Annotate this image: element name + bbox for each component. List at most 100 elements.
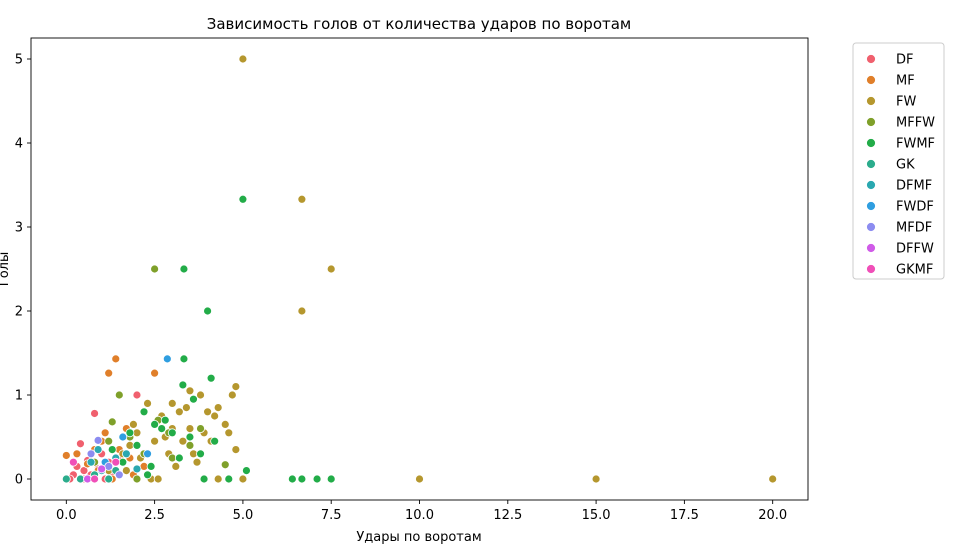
- legend-label: DFMF: [896, 179, 932, 194]
- legend-item: FWMF: [866, 137, 935, 152]
- data-point: [86, 457, 96, 467]
- legend-item: MFFW: [866, 116, 935, 131]
- data-point: [90, 409, 99, 418]
- y-axis-ticks: 0 1 2 3 4 5: [15, 53, 31, 488]
- legend-label: FWMF: [896, 137, 935, 152]
- data-point: [203, 306, 212, 316]
- y-tick-label: 4: [15, 137, 23, 152]
- legend-label: MF: [896, 74, 915, 89]
- x-tick-label: 5.0: [233, 508, 254, 523]
- data-point: [125, 428, 135, 438]
- data-point: [189, 394, 198, 404]
- legend-item: MFDF: [866, 221, 932, 236]
- data-point: [297, 306, 307, 316]
- data-point: [162, 354, 172, 364]
- legend-label: MFFW: [896, 116, 935, 131]
- legend-item: DF: [866, 53, 914, 68]
- data-point: [111, 457, 121, 467]
- legend-marker: [866, 264, 876, 274]
- legend-item: DFFW: [866, 242, 934, 257]
- data-point: [210, 436, 220, 446]
- legend-item: GK: [866, 158, 915, 173]
- plot-area: [30, 37, 809, 501]
- data-point: [210, 411, 220, 421]
- data-point: [185, 440, 195, 450]
- x-axis-label: Удары по воротам: [356, 530, 481, 545]
- data-point: [157, 424, 167, 434]
- y-axis-label: Голы: [0, 252, 12, 286]
- data-point: [220, 460, 230, 470]
- data-point: [179, 264, 189, 274]
- data-point: [129, 419, 138, 429]
- legend-label: DFFW: [896, 242, 934, 257]
- data-point: [93, 445, 103, 455]
- data-point: [90, 474, 99, 484]
- y-tick-label: 2: [15, 305, 23, 320]
- data-point: [179, 354, 189, 364]
- legend-item: GKMF: [866, 263, 933, 278]
- data-point: [143, 449, 152, 459]
- legend-marker: [866, 243, 876, 253]
- data-point: [76, 439, 85, 449]
- legend-item: DFMF: [866, 179, 932, 194]
- data-point: [143, 470, 152, 480]
- data-point: [287, 474, 297, 484]
- legend-marker: [866, 201, 876, 211]
- legend-marker: [866, 54, 876, 64]
- data-point: [174, 407, 184, 417]
- legend-marker: [866, 117, 876, 127]
- data-point: [768, 474, 778, 484]
- legend-item: FW: [866, 95, 916, 110]
- data-point: [203, 407, 212, 417]
- data-point: [111, 354, 121, 364]
- data-point: [326, 474, 336, 484]
- data-point: [118, 432, 128, 442]
- data-point: [297, 474, 307, 484]
- data-point: [192, 457, 202, 467]
- legend-label: MFDF: [896, 221, 932, 236]
- legend-marker: [866, 159, 876, 169]
- data-point: [132, 440, 142, 450]
- data-point: [415, 474, 424, 484]
- data-point: [326, 264, 336, 274]
- data-point: [104, 436, 114, 446]
- data-point: [220, 419, 230, 429]
- data-point: [591, 474, 601, 484]
- data-point: [238, 474, 248, 484]
- data-point: [185, 386, 195, 396]
- data-point: [114, 390, 124, 400]
- data-point: [185, 424, 195, 434]
- data-point: [171, 461, 181, 471]
- data-point: [132, 474, 142, 484]
- data-point: [153, 474, 163, 484]
- data-point: [132, 464, 142, 474]
- points-layer: [61, 54, 778, 484]
- data-point: [146, 461, 156, 471]
- legend-marker: [866, 222, 876, 232]
- legend-label: FW: [896, 95, 916, 110]
- data-point: [213, 474, 223, 484]
- series-fwmf: [97, 194, 336, 484]
- x-tick-label: 0.0: [56, 508, 77, 523]
- data-point: [107, 417, 117, 427]
- data-point: [150, 264, 160, 274]
- data-point: [61, 451, 71, 460]
- data-point: [297, 194, 307, 204]
- legend-marker: [866, 96, 876, 106]
- legend-label: GKMF: [896, 263, 933, 278]
- series-mfdf: [86, 435, 124, 480]
- y-tick-label: 0: [15, 473, 23, 488]
- x-tick-label: 17.5: [670, 508, 699, 523]
- legend-item: FWDF: [866, 200, 934, 215]
- data-point: [242, 466, 251, 476]
- legend-marker: [866, 138, 876, 148]
- series-fwdf: [100, 354, 172, 467]
- data-point: [68, 457, 78, 467]
- data-point: [312, 474, 322, 484]
- data-point: [114, 470, 124, 480]
- x-tick-label: 12.5: [493, 508, 522, 523]
- data-point: [100, 428, 110, 438]
- x-tick-label: 7.5: [321, 508, 342, 523]
